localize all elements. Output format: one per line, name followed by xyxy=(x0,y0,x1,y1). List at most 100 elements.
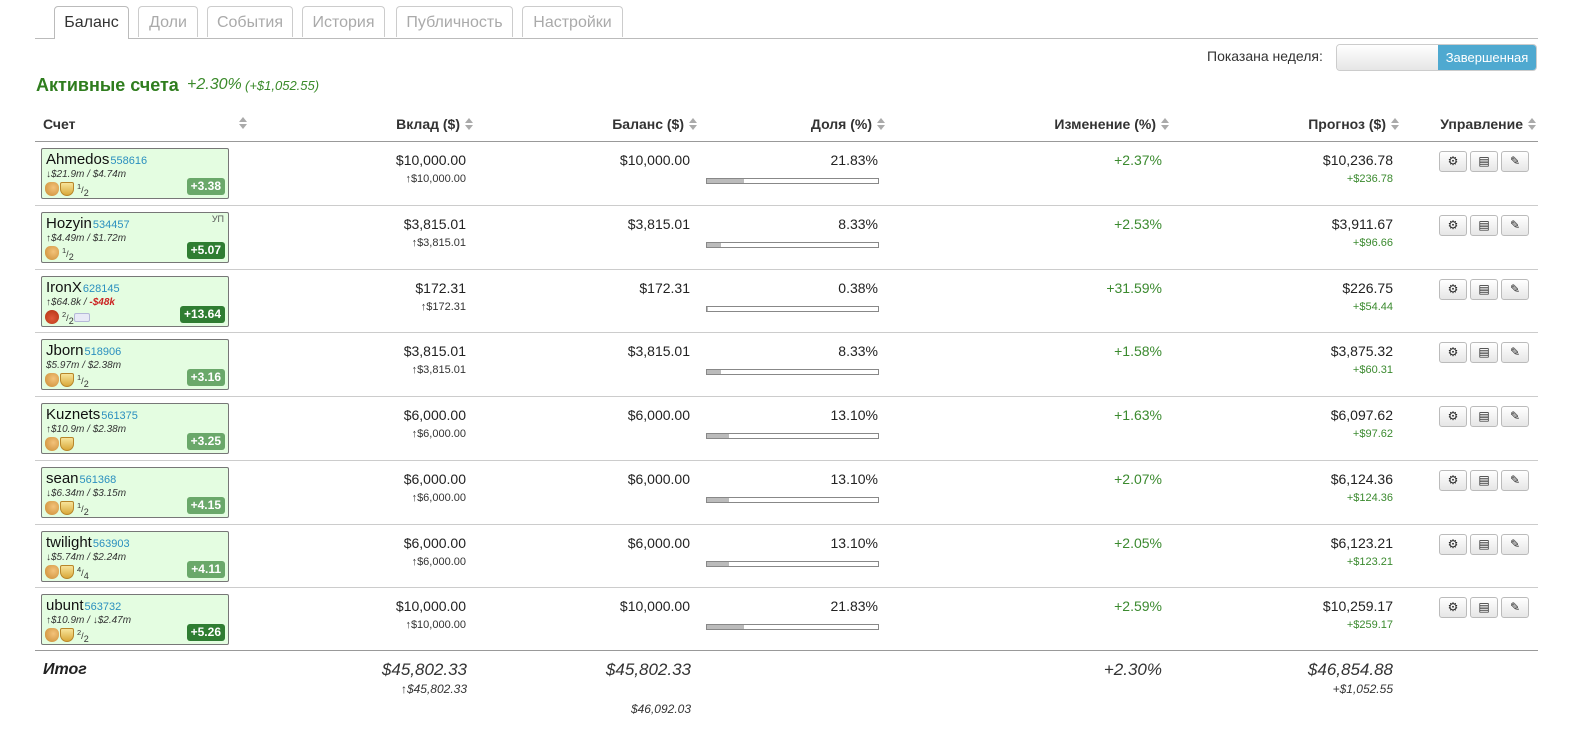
account-name-line[interactable]: ubunt563732 xyxy=(46,597,121,614)
account-name-line[interactable]: twilight563903 xyxy=(46,534,130,551)
edit-button[interactable]: ✎ xyxy=(1501,406,1529,427)
edit-button[interactable]: ✎ xyxy=(1501,470,1529,491)
table-row: sean561368 ↓$6.34m / $3.15m 1/2 +4.15 $6… xyxy=(35,461,1538,524)
account-card[interactable]: Hozyin534457 УП ↑$4.49m / $1.72m 1/2 +5.… xyxy=(41,212,229,263)
share-bar xyxy=(706,369,879,375)
tab-events[interactable]: События xyxy=(207,6,293,37)
account-name-line[interactable]: IronX628145 xyxy=(46,279,120,296)
tab-publicity[interactable]: Публичность xyxy=(396,6,513,37)
settings-button[interactable]: ⚙ xyxy=(1439,597,1467,618)
report-button[interactable]: ▤ xyxy=(1470,151,1498,172)
account-card[interactable]: Kuznets561375 ↑$10.9m / $2.38m +3.25 xyxy=(41,403,229,454)
report-button[interactable]: ▤ xyxy=(1470,470,1498,491)
settings-button[interactable]: ⚙ xyxy=(1439,215,1467,236)
report-button[interactable]: ▤ xyxy=(1470,279,1498,300)
sort-icon[interactable] xyxy=(239,117,247,129)
tab-shares[interactable]: Доли xyxy=(138,6,198,37)
share-bar-fill xyxy=(707,562,730,566)
settings-button[interactable]: ⚙ xyxy=(1439,151,1467,172)
report-button[interactable]: ▤ xyxy=(1470,406,1498,427)
week-toggle[interactable]: Завершенная xyxy=(1336,44,1537,71)
account-name[interactable]: sean xyxy=(46,470,79,487)
account-name[interactable]: Jborn xyxy=(46,342,84,359)
section-change-abs: (+$1,052.55) xyxy=(245,78,320,93)
col-deposit-header[interactable]: Вклад ($) xyxy=(396,116,473,132)
col-change-header[interactable]: Изменение (%) xyxy=(1054,116,1169,132)
account-card[interactable]: IronX628145 ↑$64.8k / -$48k 2/2 +13.64 xyxy=(41,276,229,327)
account-id[interactable]: 563732 xyxy=(84,601,122,613)
account-rating: ↑$10.9m / $2.38m xyxy=(46,424,126,435)
account-name-line[interactable]: Jborn518906 xyxy=(46,342,121,359)
gear-icon: ⚙ xyxy=(1447,345,1459,359)
tab-settings[interactable]: Настройки xyxy=(522,6,623,37)
account-id[interactable]: 558616 xyxy=(110,155,148,167)
settings-button[interactable]: ⚙ xyxy=(1439,406,1467,427)
account-id[interactable]: 518906 xyxy=(84,346,122,358)
report-button[interactable]: ▤ xyxy=(1470,342,1498,363)
report-button[interactable]: ▤ xyxy=(1470,534,1498,555)
account-name-line[interactable]: Ahmedos558616 xyxy=(46,151,147,168)
ratio-numerator: 2 xyxy=(77,628,82,637)
totals-deposit: $45,802.33 xyxy=(381,660,467,679)
account-name[interactable]: Hozyin xyxy=(46,215,92,232)
col-balance-label: Баланс ($) xyxy=(612,116,684,132)
col-account-header[interactable]: Счет xyxy=(43,116,76,132)
report-button[interactable]: ▤ xyxy=(1470,215,1498,236)
settings-button[interactable]: ⚙ xyxy=(1439,534,1467,555)
share-bar xyxy=(706,624,879,630)
tab-history[interactable]: История xyxy=(302,6,385,37)
col-forecast-header[interactable]: Прогноз ($) xyxy=(1308,116,1399,132)
account-id[interactable]: 628145 xyxy=(82,283,120,295)
row-divider xyxy=(35,460,1538,461)
ratio-denominator: 2 xyxy=(83,378,89,389)
thumb-icon xyxy=(45,373,59,387)
edit-button[interactable]: ✎ xyxy=(1501,342,1529,363)
table-row: Jborn518906 $5.97m / $2.38m 1/2 +3.16 $3… xyxy=(35,333,1538,396)
col-manage-header[interactable]: Управление xyxy=(1440,116,1536,132)
week-toggle-completed[interactable]: Завершенная xyxy=(1438,45,1536,70)
account-name[interactable]: twilight xyxy=(46,534,92,551)
edit-button[interactable]: ✎ xyxy=(1501,215,1529,236)
share-bar-fill xyxy=(707,370,722,374)
list-icon: ▤ xyxy=(1478,409,1490,423)
edit-button[interactable]: ✎ xyxy=(1501,597,1529,618)
score-badge: +4.15 xyxy=(186,497,225,514)
edit-button[interactable]: ✎ xyxy=(1501,151,1529,172)
settings-button[interactable]: ⚙ xyxy=(1439,279,1467,300)
account-name[interactable]: ubunt xyxy=(46,597,84,614)
rating-text: ↑$64.8k / xyxy=(46,297,90,308)
account-id[interactable]: 534457 xyxy=(92,219,130,231)
settings-button[interactable]: ⚙ xyxy=(1439,342,1467,363)
account-name-line[interactable]: Hozyin534457 xyxy=(46,215,130,232)
week-toggle-off[interactable] xyxy=(1337,45,1439,70)
account-id[interactable]: 561375 xyxy=(101,410,138,422)
account-name[interactable]: Kuznets xyxy=(46,406,101,423)
account-name-line[interactable]: Kuznets561375 xyxy=(46,406,138,423)
account-card[interactable]: twilight563903 ↓$5.74m / $2.24m 4/4 +4.1… xyxy=(41,531,229,582)
col-share-header[interactable]: Доля (%) xyxy=(811,116,885,132)
account-rating: ↑$4.49m / $1.72m xyxy=(46,233,126,244)
col-balance-header[interactable]: Баланс ($) xyxy=(612,116,697,132)
share-bar xyxy=(706,306,879,312)
account-card[interactable]: sean561368 ↓$6.34m / $3.15m 1/2 +4.15 xyxy=(41,467,229,518)
forecast-value: $10,236.78 xyxy=(1322,152,1393,168)
account-card[interactable]: ubunt563732 ↑$10.9m / ↓$2.47m 2/2 +5.26 xyxy=(41,594,229,645)
account-id[interactable]: 563903 xyxy=(92,538,130,550)
settings-button[interactable]: ⚙ xyxy=(1439,470,1467,491)
account-name[interactable]: IronX xyxy=(46,279,82,296)
account-name[interactable]: Ahmedos xyxy=(46,151,110,168)
account-card[interactable]: Ahmedos558616 ↓$21.9m / $4.74m 1/2 +3.38 xyxy=(41,148,229,199)
row-divider xyxy=(35,269,1538,270)
account-id[interactable]: 561368 xyxy=(79,474,117,486)
shield-icon xyxy=(60,373,74,387)
edit-button[interactable]: ✎ xyxy=(1501,279,1529,300)
tab-balance[interactable]: Баланс xyxy=(54,6,129,39)
share-bar-fill xyxy=(707,243,722,247)
rating-text: ↓$5.74m / $2.24m xyxy=(46,552,127,563)
shield-icon xyxy=(60,437,74,451)
forecast-value: $6,123.21 xyxy=(1330,535,1393,551)
edit-button[interactable]: ✎ xyxy=(1501,534,1529,555)
account-card[interactable]: Jborn518906 $5.97m / $2.38m 1/2 +3.16 xyxy=(41,339,229,390)
report-button[interactable]: ▤ xyxy=(1470,597,1498,618)
account-name-line[interactable]: sean561368 xyxy=(46,470,116,487)
